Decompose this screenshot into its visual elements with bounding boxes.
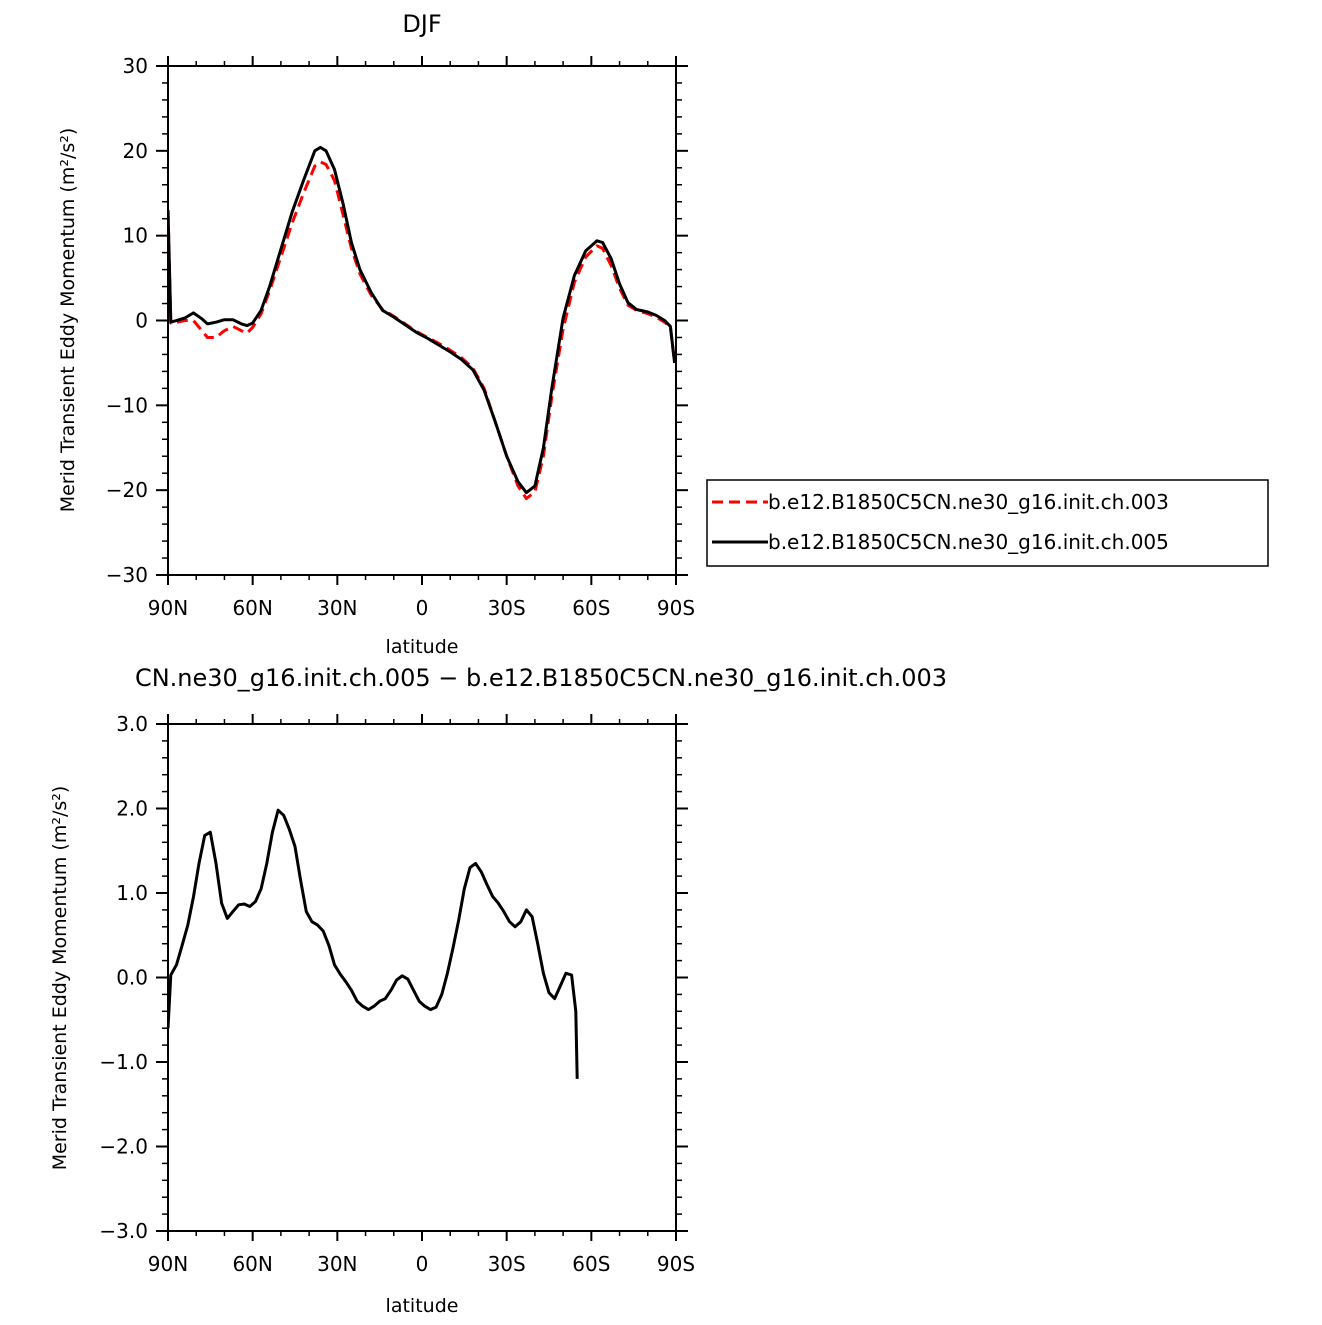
x-tick-label: 0 <box>416 596 429 620</box>
y-tick-label: −2.0 <box>99 1135 148 1159</box>
y-axis-label: Merid Transient Eddy Momentum (m²/s²) <box>49 786 71 1171</box>
y-tick-label: −10 <box>106 393 148 417</box>
y-tick-label: 0.0 <box>116 966 148 990</box>
legend: b.e12.B1850C5CN.ne30_g16.init.ch.003 b.e… <box>706 479 1269 567</box>
x-tick-label: 30S <box>488 596 526 620</box>
y-tick-label: −30 <box>106 563 148 587</box>
y-tick-label: −20 <box>106 478 148 502</box>
panel-djf-means: DJF latitude Merid Transient Eddy Moment… <box>57 10 695 658</box>
y-tick-label: −1.0 <box>99 1050 148 1074</box>
series-group <box>168 808 579 1079</box>
series-group <box>168 145 676 501</box>
x-tick-label: 0 <box>416 1252 429 1276</box>
y-tick-label: 3.0 <box>116 712 148 736</box>
x-axis-label: latitude <box>386 636 459 658</box>
y-tick-label: 10 <box>123 224 148 248</box>
y-tick-label: 2.0 <box>116 797 148 821</box>
x-tick-label: 90S <box>657 1252 695 1276</box>
y-tick-label: 30 <box>123 54 148 78</box>
x-tick-label: 90S <box>657 596 695 620</box>
series-line-1 <box>168 160 676 501</box>
y-tick-label: 20 <box>123 139 148 163</box>
panel-difference: CN.ne30_g16.init.ch.005 − b.e12.B1850C5C… <box>49 664 947 1317</box>
x-tick-label: 60N <box>232 596 272 620</box>
chart-title: CN.ne30_g16.init.ch.005 − b.e12.B1850C5C… <box>135 664 947 692</box>
plot-frame <box>167 65 677 576</box>
series-line-2 <box>168 145 676 495</box>
x-tick-label: 30S <box>488 1252 526 1276</box>
x-tick-label: 90N <box>148 1252 188 1276</box>
plot-frame <box>167 723 677 1232</box>
legend-label-1: b.e12.B1850C5CN.ne30_g16.init.ch.003 <box>768 490 1169 514</box>
y-tick-label: 1.0 <box>116 881 148 905</box>
y-tick-label: 0 <box>135 309 148 333</box>
x-tick-label: 30N <box>317 596 357 620</box>
x-tick-label: 90N <box>148 596 188 620</box>
x-tick-label: 60N <box>232 1252 272 1276</box>
y-axis-label: Merid Transient Eddy Momentum (m²/s²) <box>57 128 79 513</box>
x-tick-label: 60S <box>572 596 610 620</box>
legend-label-2: b.e12.B1850C5CN.ne30_g16.init.ch.005 <box>768 530 1169 554</box>
x-axis-label: latitude <box>386 1295 459 1317</box>
x-tick-label: 60S <box>572 1252 610 1276</box>
y-tick-label: −3.0 <box>99 1219 148 1243</box>
legend-box <box>706 479 1269 567</box>
series-line-1 <box>168 808 579 1079</box>
chart-title: DJF <box>402 10 441 38</box>
x-tick-label: 30N <box>317 1252 357 1276</box>
